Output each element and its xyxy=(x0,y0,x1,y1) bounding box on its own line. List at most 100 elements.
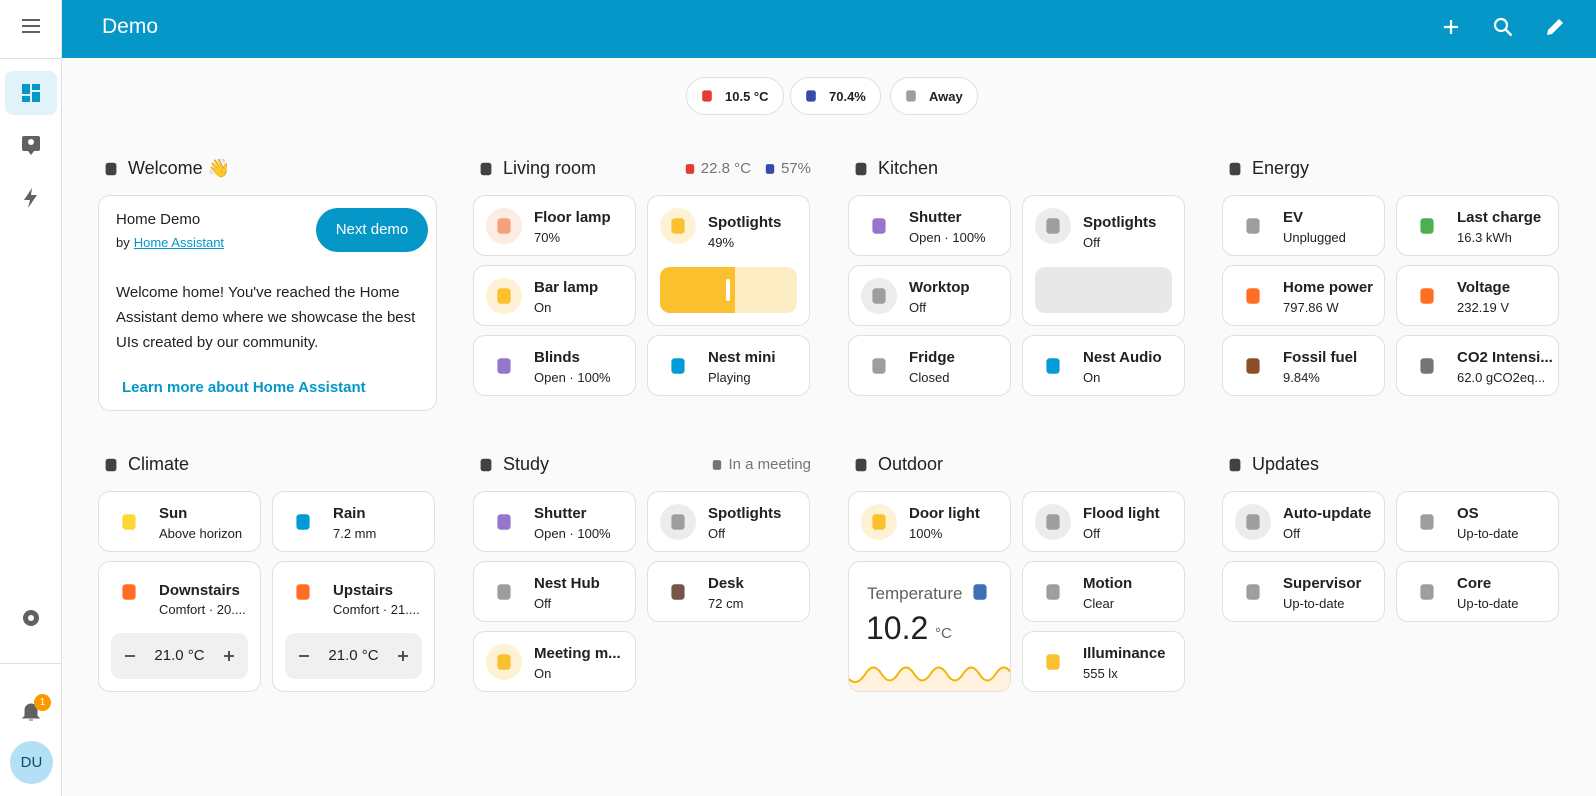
tile[interactable]: Desk 72 cm xyxy=(647,561,810,622)
tile[interactable]: Voltage 232.19 V xyxy=(1396,265,1559,326)
tile-icon xyxy=(1235,208,1271,244)
tile[interactable]: Fridge Closed xyxy=(848,335,1011,396)
user-avatar[interactable]: DU xyxy=(10,741,53,784)
tile[interactable]: Flood light Off xyxy=(1022,491,1185,552)
tile[interactable]: Nest Audio On xyxy=(1022,335,1185,396)
tile[interactable]: Last charge 16.3 kWh xyxy=(1396,195,1559,256)
add-button[interactable] xyxy=(1439,15,1463,39)
tile-icon xyxy=(1035,574,1071,610)
badge[interactable]: Away xyxy=(890,77,978,115)
tile-name: Nest mini xyxy=(708,349,776,366)
icon xyxy=(671,514,685,530)
tile-state: 16.3 kWh xyxy=(1457,230,1512,245)
tile[interactable]: CO2 Intensi... 62.0 gCO2eq... xyxy=(1396,335,1559,396)
tile-icon xyxy=(1409,504,1445,540)
tile[interactable]: Worktop Off xyxy=(848,265,1011,326)
search-button[interactable] xyxy=(1491,15,1515,39)
tile-state: Playing xyxy=(708,370,751,385)
tile[interactable]: EV Unplugged xyxy=(1222,195,1385,256)
tile[interactable]: Sun Above horizon xyxy=(98,491,261,552)
brightness-slider[interactable] xyxy=(660,267,797,313)
tile-name: Home power xyxy=(1283,279,1374,296)
tile[interactable]: Blinds Open · 100% xyxy=(473,335,636,396)
brightness-slider[interactable] xyxy=(1035,267,1172,313)
tile-icon xyxy=(285,504,321,540)
tile[interactable]: Temperature 10.2 °C xyxy=(848,561,1011,692)
tile[interactable]: Auto-update Off xyxy=(1222,491,1385,552)
nav-map[interactable] xyxy=(19,133,43,157)
tile[interactable]: Rain 7.2 mm xyxy=(272,491,435,552)
tile-name: Door light xyxy=(909,505,980,522)
tile-icon xyxy=(1409,278,1445,314)
badge-text: 10.5 °C xyxy=(725,88,769,104)
decrease-button[interactable] xyxy=(297,649,311,663)
learn-more-link[interactable]: Learn more about Home Assistant xyxy=(122,379,366,396)
tile-state: Off xyxy=(909,300,927,315)
tile[interactable]: Home power 797.86 W xyxy=(1222,265,1385,326)
next-demo-button[interactable]: Next demo xyxy=(316,208,428,252)
icon xyxy=(1246,218,1260,234)
increase-button[interactable] xyxy=(396,649,410,663)
tile-name: Motion xyxy=(1083,575,1133,592)
sensor-unit: °C xyxy=(935,625,952,642)
badge[interactable]: 10.5 °C xyxy=(686,77,784,115)
icon xyxy=(497,584,511,600)
notifications-button[interactable] xyxy=(19,699,43,723)
tile-icon xyxy=(660,504,696,540)
tile-name: Voltage xyxy=(1457,279,1511,296)
section-icon xyxy=(1229,458,1241,472)
tile[interactable]: Bar lamp On xyxy=(473,265,636,326)
tile[interactable]: Core Up-to-date xyxy=(1396,561,1559,622)
tile[interactable]: Shutter Open · 100% xyxy=(473,491,636,552)
tile[interactable]: Downstairs Comfort · 20.... 21.0 °C xyxy=(98,561,261,692)
tile-state: 555 lx xyxy=(1083,666,1118,681)
nav-overview[interactable] xyxy=(5,71,57,115)
tile-name: Nest Audio xyxy=(1083,349,1162,366)
tile[interactable]: Spotlights Off xyxy=(1022,195,1185,326)
edit-button[interactable] xyxy=(1543,15,1567,39)
icon xyxy=(1420,218,1434,234)
tile-state: Up-to-date xyxy=(1457,526,1519,541)
decrease-button[interactable] xyxy=(123,649,137,663)
nav-settings[interactable] xyxy=(19,606,43,630)
tile[interactable]: Floor lamp 70% xyxy=(473,195,636,256)
tile[interactable]: Upstairs Comfort · 21.... 21.0 °C xyxy=(272,561,435,692)
tile[interactable]: OS Up-to-date xyxy=(1396,491,1559,552)
tile-icon xyxy=(1409,348,1445,384)
icon xyxy=(872,514,886,530)
section-title: Welcome 👋 xyxy=(128,158,231,178)
sensor-value: 10.2 xyxy=(866,610,929,646)
tile[interactable]: Illuminance 555 lx xyxy=(1022,631,1185,692)
icon xyxy=(906,90,916,102)
section-badge-text: 22.8 °C xyxy=(700,160,751,177)
section-icon xyxy=(480,458,492,472)
tile-icon xyxy=(1235,278,1271,314)
tile[interactable]: Motion Clear xyxy=(1022,561,1185,622)
tile[interactable]: Shutter Open · 100% xyxy=(848,195,1011,256)
tile-state: 72 cm xyxy=(708,596,744,611)
tile[interactable]: Door light 100% xyxy=(848,491,1011,552)
menu-button[interactable] xyxy=(19,14,43,38)
tile[interactable]: Nest Hub Off xyxy=(473,561,636,622)
tile[interactable]: Supervisor Up-to-date xyxy=(1222,561,1385,622)
tile-name: Illuminance xyxy=(1083,645,1166,662)
increase-button[interactable] xyxy=(222,649,236,663)
byline-link[interactable]: Home Assistant xyxy=(133,235,225,250)
section-badge: 22.8 °C xyxy=(683,160,751,177)
tile[interactable]: Spotlights Off xyxy=(647,491,810,552)
tile-icon xyxy=(861,278,897,314)
tile-state: Off xyxy=(534,596,552,611)
tile[interactable]: Nest mini Playing xyxy=(647,335,810,396)
tile-name: Shutter xyxy=(534,505,587,522)
tile[interactable]: Fossil fuel 9.84% xyxy=(1222,335,1385,396)
tile-state: Closed xyxy=(909,370,950,385)
sidebar-divider xyxy=(0,663,62,664)
tile[interactable]: Meeting m... On xyxy=(473,631,636,692)
tile-state: 70% xyxy=(534,230,561,245)
nav-energy[interactable] xyxy=(19,186,43,210)
tile[interactable]: Spotlights 49% xyxy=(647,195,810,326)
tile-name: Floor lamp xyxy=(534,209,611,226)
badge[interactable]: 70.4% xyxy=(790,77,881,115)
icon xyxy=(1420,358,1434,374)
icon xyxy=(806,90,816,102)
